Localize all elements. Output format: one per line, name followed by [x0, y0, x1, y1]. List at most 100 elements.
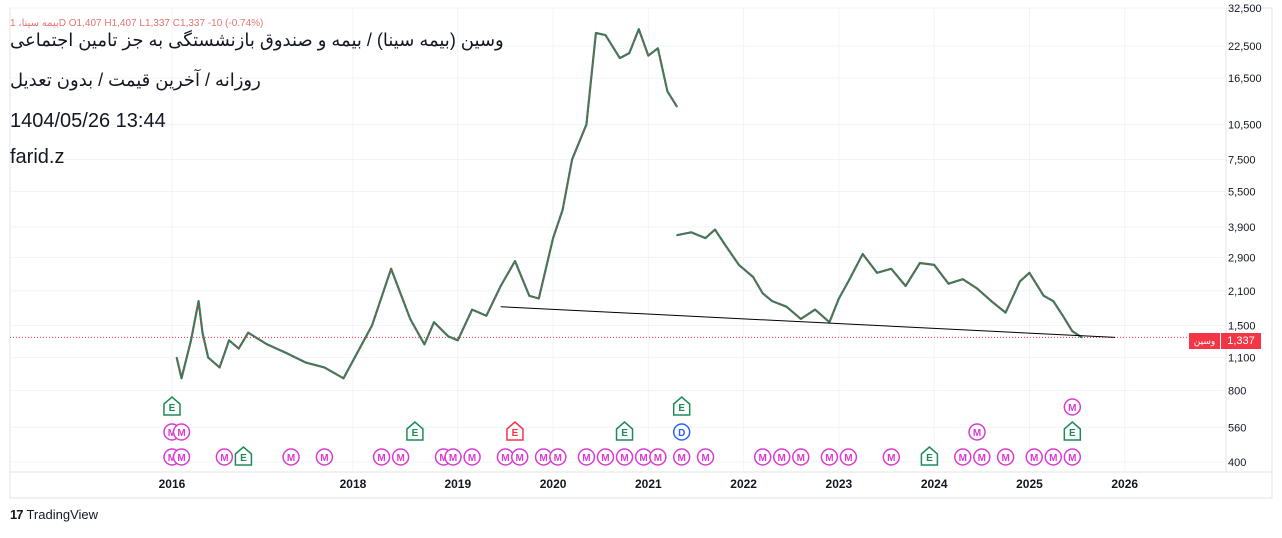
- brand-name: TradingView: [26, 507, 99, 522]
- price-point: [714, 228, 716, 231]
- price-point: [604, 34, 607, 36]
- x-tick-label: 2025: [1016, 477, 1043, 491]
- ohlc-high: H1,407: [104, 18, 137, 29]
- marker-m: [596, 448, 615, 466]
- marker-earnings: [506, 421, 524, 441]
- marker-m: [973, 448, 991, 466]
- price-point: [228, 339, 230, 342]
- marker-label: M: [797, 453, 805, 464]
- x-tick-label: 2022: [730, 477, 757, 491]
- x-tick-label: 2018: [340, 477, 367, 491]
- marker-label: M: [377, 453, 385, 464]
- marker-earnings: [672, 396, 691, 416]
- price-point: [814, 308, 816, 311]
- price-point: [838, 297, 840, 300]
- price-point: [904, 285, 907, 287]
- marker-label: E: [926, 453, 933, 464]
- price-point: [585, 123, 588, 126]
- marker-label: M: [439, 453, 447, 464]
- marker-m: [577, 448, 596, 466]
- x-tick-label: 2026: [1111, 477, 1138, 491]
- y-tick-label: 7,500: [1228, 154, 1256, 166]
- price-point: [828, 321, 831, 323]
- marker-label: M: [759, 453, 767, 464]
- marker-earnings: [1063, 421, 1082, 441]
- marker-label: M: [973, 428, 981, 439]
- y-tick-label: 800: [1228, 385, 1246, 397]
- price-series-1: [676, 228, 1083, 339]
- marker-m: [549, 448, 567, 466]
- marker-label: E: [1069, 428, 1076, 439]
- price-point: [471, 308, 473, 311]
- price-point: [666, 90, 669, 93]
- price-point: [723, 243, 726, 245]
- marker-label: E: [412, 428, 419, 439]
- price-point: [197, 300, 200, 302]
- marker-label: M: [320, 453, 328, 464]
- y-tick-label: 1,500: [1228, 321, 1256, 333]
- marker-label: M: [1049, 453, 1057, 464]
- x-tick-label: 2023: [826, 477, 853, 491]
- price-point: [266, 343, 269, 346]
- ohlc-open: O1,407: [68, 18, 102, 29]
- price-point: [676, 105, 678, 108]
- marker-label: M: [1068, 403, 1076, 414]
- price-point: [561, 209, 564, 211]
- marker-label: M: [177, 428, 185, 439]
- y-tick-label: 22,500: [1228, 41, 1262, 53]
- price-point: [785, 305, 788, 308]
- marker-m: [172, 448, 191, 466]
- price-point: [861, 253, 864, 255]
- trend-line: [500, 306, 1116, 338]
- price-point: [647, 54, 650, 57]
- marker-label: M: [978, 453, 986, 464]
- marker-m: [372, 448, 391, 466]
- marker-label: E: [621, 428, 628, 439]
- marker-m: [463, 448, 481, 466]
- price-point: [933, 264, 935, 266]
- marker-label: E: [512, 428, 519, 439]
- footer-branding[interactable]: 17 TradingView: [10, 507, 98, 522]
- last-price-badge: 1,337: [1221, 333, 1261, 349]
- marker-m: [672, 448, 691, 466]
- x-tick-label: 2024: [921, 477, 948, 491]
- marker-label: M: [177, 453, 185, 464]
- price-point: [761, 292, 764, 295]
- marker-label: M: [620, 453, 628, 464]
- ohlc-change: -10 (-0.74%): [207, 18, 264, 29]
- marker-m: [649, 448, 667, 466]
- price-point: [571, 158, 573, 161]
- symbol-badge: وسین: [1189, 333, 1220, 349]
- price-point: [1004, 311, 1007, 314]
- price-point: [1081, 336, 1083, 339]
- price-point: [304, 361, 307, 364]
- y-tick-label: 560: [1228, 422, 1246, 434]
- subtitle-line: روزانه / آخرین قیمت / بدون تعدیل: [10, 70, 261, 90]
- price-point: [247, 331, 249, 334]
- price-point: [799, 318, 802, 320]
- marker-m: [510, 448, 529, 466]
- price-point: [771, 300, 774, 302]
- price-point: [285, 352, 288, 354]
- marker-label: M: [887, 453, 895, 464]
- ohlc-info: بیمه سینا، 1D O1,407 H1,407 L1,337 C1,33…: [10, 18, 263, 29]
- price-point: [618, 57, 621, 59]
- price-point: [423, 343, 426, 346]
- price-point: [552, 237, 554, 239]
- price-point: [1071, 330, 1074, 333]
- marker-m: [753, 448, 772, 466]
- marker-earnings: [615, 421, 634, 441]
- marker-earnings: [163, 396, 181, 416]
- marker-label: M: [601, 453, 609, 464]
- price-point: [990, 300, 993, 302]
- marker-m: [1044, 448, 1063, 466]
- price-point: [690, 231, 693, 234]
- marker-m: [882, 448, 901, 466]
- price-point: [207, 356, 209, 359]
- marker-label: M: [468, 453, 476, 464]
- price-point: [976, 287, 978, 290]
- marker-m: [839, 448, 858, 466]
- price-point: [704, 237, 707, 239]
